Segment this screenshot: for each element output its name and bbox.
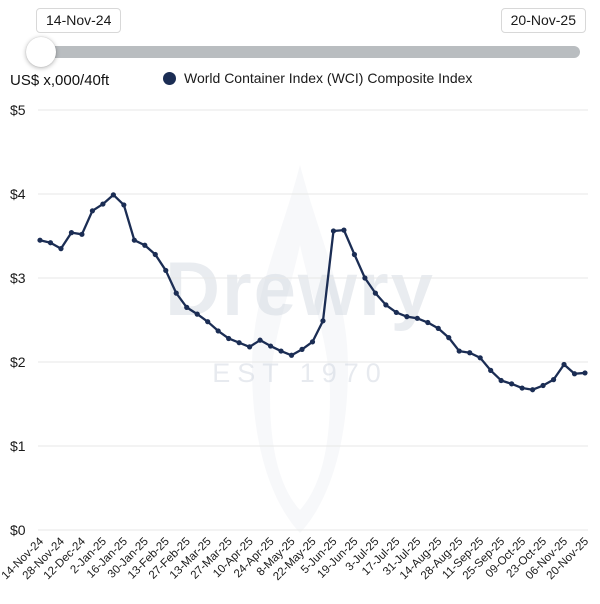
data-point-marker[interactable] bbox=[540, 382, 546, 389]
data-point-marker[interactable] bbox=[393, 309, 399, 316]
wci-line-chart[interactable]: $5$4$3$2$1$014-Nov-2428-Nov-2412-Dec-242… bbox=[0, 95, 600, 604]
data-point-marker[interactable] bbox=[362, 275, 368, 281]
data-point-marker[interactable] bbox=[79, 231, 85, 237]
legend-series-label: World Container Index (WCI) Composite In… bbox=[184, 70, 473, 86]
data-point-marker[interactable] bbox=[309, 339, 316, 345]
data-point-marker[interactable] bbox=[89, 208, 96, 214]
data-point-marker[interactable] bbox=[121, 202, 127, 208]
data-point-marker[interactable] bbox=[425, 319, 431, 326]
legend-series-dot-icon bbox=[163, 71, 176, 85]
data-point-marker[interactable] bbox=[550, 377, 557, 383]
y-axis-unit-label: US$ x,000/40ft bbox=[10, 72, 110, 89]
y-tick-label: $4 bbox=[10, 186, 26, 202]
data-point-marker[interactable] bbox=[446, 335, 452, 341]
range-start-chip[interactable]: 14-Nov-24 bbox=[36, 8, 122, 33]
data-point-marker[interactable] bbox=[205, 319, 211, 325]
data-point-marker[interactable] bbox=[131, 237, 137, 243]
data-point-marker[interactable] bbox=[58, 246, 64, 252]
data-point-marker[interactable] bbox=[404, 314, 410, 320]
data-point-marker[interactable] bbox=[236, 340, 242, 346]
data-point-marker[interactable] bbox=[299, 346, 305, 352]
data-point-marker[interactable] bbox=[194, 311, 200, 317]
data-point-marker[interactable] bbox=[498, 377, 504, 384]
data-point-marker[interactable] bbox=[509, 381, 515, 387]
data-point-marker[interactable] bbox=[142, 242, 148, 248]
data-point-marker[interactable] bbox=[215, 328, 221, 334]
data-point-marker[interactable] bbox=[582, 370, 588, 376]
slider-track[interactable] bbox=[38, 46, 580, 58]
data-point-marker[interactable] bbox=[456, 348, 462, 354]
wci-series-line bbox=[38, 193, 587, 391]
y-tick-label: $5 bbox=[10, 102, 26, 118]
data-point-marker[interactable] bbox=[383, 302, 389, 308]
data-point-marker[interactable] bbox=[100, 201, 106, 207]
slider-handle[interactable] bbox=[26, 37, 56, 67]
data-point-marker[interactable] bbox=[561, 361, 567, 368]
date-range-slider[interactable] bbox=[26, 37, 580, 67]
data-point-marker[interactable] bbox=[519, 385, 525, 391]
data-point-marker[interactable] bbox=[267, 343, 274, 349]
data-point-marker[interactable] bbox=[372, 290, 378, 296]
data-point-marker[interactable] bbox=[488, 367, 494, 373]
data-point-marker[interactable] bbox=[435, 325, 441, 331]
data-point-marker[interactable] bbox=[152, 251, 158, 258]
data-point-marker[interactable] bbox=[288, 352, 295, 358]
data-point-marker[interactable] bbox=[330, 228, 337, 234]
legend-item-wci[interactable]: World Container Index (WCI) Composite In… bbox=[163, 70, 472, 86]
meta-row: US$ x,000/40ft World Container Index (WC… bbox=[0, 70, 600, 94]
data-point-marker[interactable] bbox=[571, 371, 578, 377]
range-end-chip[interactable]: 20-Nov-25 bbox=[500, 8, 586, 33]
data-point-marker[interactable] bbox=[257, 337, 263, 343]
y-tick-label: $2 bbox=[10, 354, 26, 370]
data-point-marker[interactable] bbox=[529, 387, 536, 393]
data-point-marker[interactable] bbox=[37, 237, 43, 243]
data-point-marker[interactable] bbox=[341, 227, 347, 233]
data-point-marker[interactable] bbox=[414, 315, 420, 321]
data-point-marker[interactable] bbox=[477, 355, 483, 361]
data-point-marker[interactable] bbox=[173, 290, 179, 296]
data-point-marker[interactable] bbox=[47, 240, 54, 246]
data-point-marker[interactable] bbox=[68, 230, 75, 236]
data-point-marker[interactable] bbox=[278, 348, 284, 354]
data-point-marker[interactable] bbox=[163, 267, 169, 274]
y-tick-label: $1 bbox=[10, 438, 26, 454]
data-point-marker[interactable] bbox=[467, 350, 473, 356]
data-point-marker[interactable] bbox=[226, 335, 232, 342]
data-point-marker[interactable] bbox=[320, 318, 326, 324]
data-point-marker[interactable] bbox=[184, 304, 190, 310]
y-tick-label: $0 bbox=[10, 522, 26, 538]
data-point-marker[interactable] bbox=[351, 251, 358, 258]
data-point-marker[interactable] bbox=[110, 192, 116, 198]
data-point-marker[interactable] bbox=[247, 344, 253, 350]
y-tick-label: $3 bbox=[10, 270, 26, 286]
